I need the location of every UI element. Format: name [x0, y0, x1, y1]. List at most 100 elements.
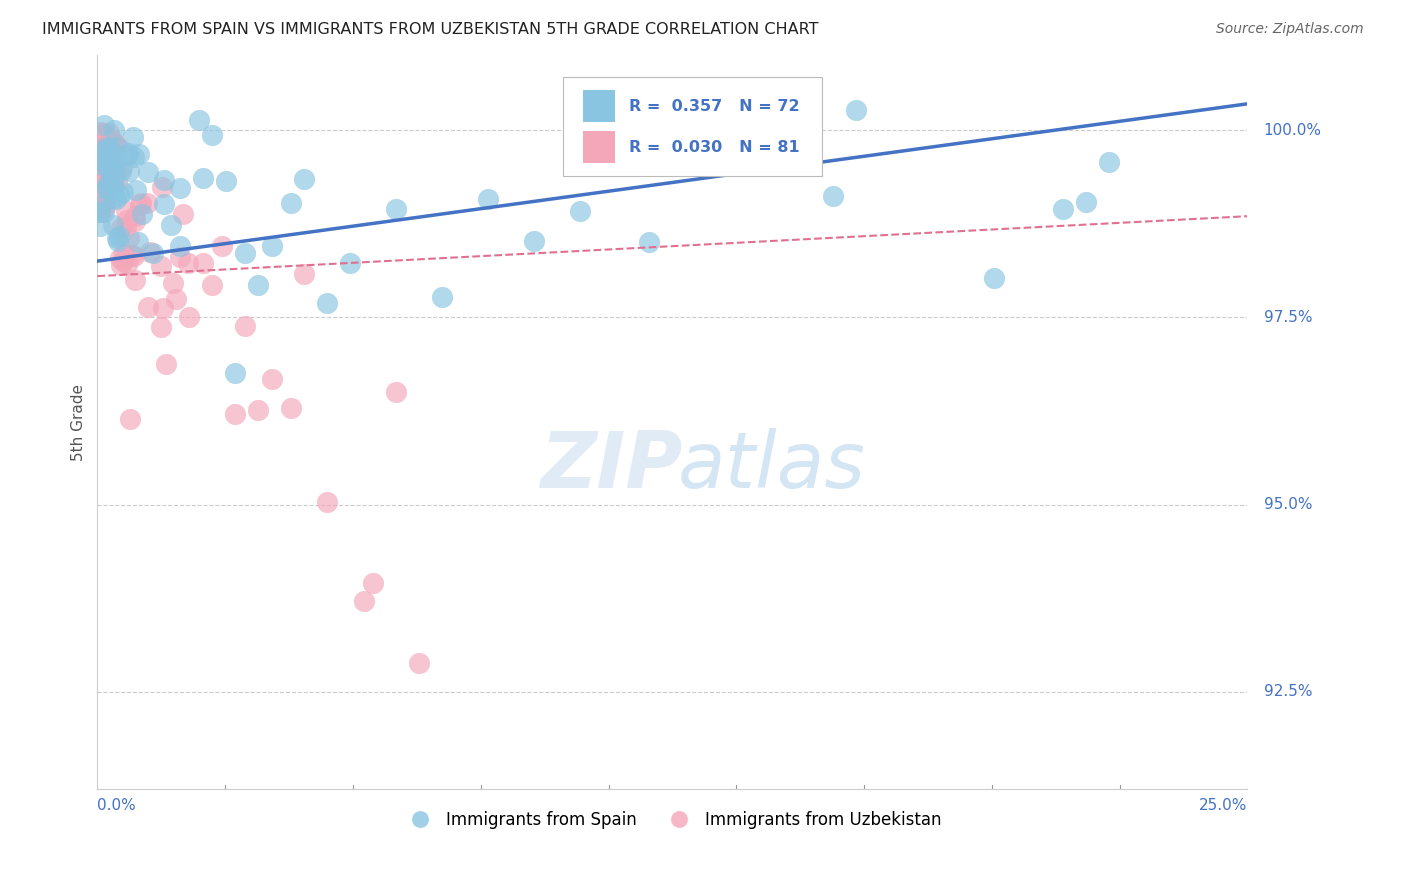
Point [155, 357, 177, 371]
Legend: Immigrants from Spain, Immigrants from Uzbekistan: Immigrants from Spain, Immigrants from U… [396, 805, 949, 836]
Point [191, 256, 214, 270]
Text: 0.0%: 0.0% [97, 798, 136, 814]
Point [233, 245, 256, 260]
Point [103, 181, 125, 195]
Point [247, 277, 270, 292]
Point [149, 320, 172, 334]
Point [224, 367, 246, 381]
Point [105, 231, 128, 245]
Point [103, 162, 125, 177]
Bar [582, 90, 614, 122]
Point [983, 271, 1005, 285]
Point [104, 136, 127, 151]
Point [569, 204, 592, 219]
Point [93, 196, 115, 211]
Point [89, 219, 111, 233]
Point [94, 200, 117, 214]
Point [179, 310, 201, 325]
Point [89, 204, 111, 219]
Point [124, 213, 146, 227]
Point [115, 212, 138, 227]
Text: R =  0.357   N = 72: R = 0.357 N = 72 [628, 99, 800, 114]
Point [89, 198, 111, 212]
Point [169, 239, 191, 253]
Point [138, 245, 160, 260]
Point [89, 146, 111, 161]
Text: atlas: atlas [678, 428, 866, 504]
Point [845, 103, 868, 117]
Point [89, 139, 111, 153]
Text: Source: ZipAtlas.com: Source: ZipAtlas.com [1216, 22, 1364, 37]
FancyBboxPatch shape [564, 78, 823, 177]
Point [122, 150, 145, 164]
Point [117, 146, 139, 161]
Point [215, 174, 238, 188]
Point [103, 219, 125, 233]
Point [353, 594, 375, 608]
Point [160, 218, 183, 232]
Point [103, 191, 125, 205]
Point [131, 195, 153, 210]
Point [152, 301, 174, 315]
Point [98, 140, 121, 154]
Point [124, 209, 146, 223]
Bar [582, 131, 614, 163]
Point [107, 234, 129, 248]
Point [262, 239, 284, 253]
Text: 92.5%: 92.5% [1264, 684, 1312, 699]
Y-axis label: 5th Grade: 5th Grade [72, 384, 86, 460]
Point [128, 198, 150, 212]
Point [224, 408, 246, 422]
Point [172, 207, 194, 221]
Point [112, 246, 135, 260]
Point [162, 276, 184, 290]
Point [124, 273, 146, 287]
Point [127, 235, 149, 249]
Text: IMMIGRANTS FROM SPAIN VS IMMIGRANTS FROM UZBEKISTAN 5TH GRADE CORRELATION CHART: IMMIGRANTS FROM SPAIN VS IMMIGRANTS FROM… [42, 22, 818, 37]
Point [408, 656, 430, 670]
Point [385, 385, 408, 400]
Point [93, 127, 115, 141]
Point [432, 290, 454, 304]
Point [89, 179, 111, 194]
Point [89, 126, 111, 140]
Point [96, 172, 118, 186]
Point [128, 146, 150, 161]
Point [96, 180, 118, 194]
Point [152, 196, 174, 211]
Point [107, 229, 129, 244]
Point [89, 205, 111, 219]
Point [169, 250, 191, 264]
Point [142, 245, 165, 260]
Point [89, 153, 111, 167]
Point [115, 204, 138, 219]
Point [101, 134, 124, 148]
Point [96, 175, 118, 189]
Point [93, 204, 115, 219]
Point [110, 251, 132, 265]
Point [96, 181, 118, 195]
Point [90, 166, 112, 180]
Point [136, 300, 159, 314]
Point [107, 175, 129, 189]
Point [638, 235, 661, 249]
Point [94, 169, 117, 183]
Point [280, 401, 302, 416]
Point [385, 202, 408, 217]
Point [115, 219, 138, 233]
Point [169, 181, 191, 195]
Point [89, 168, 111, 182]
Point [122, 249, 145, 263]
Point [110, 221, 132, 235]
Point [89, 172, 111, 186]
Point [262, 372, 284, 386]
Point [94, 140, 117, 154]
Point [149, 259, 172, 273]
Point [187, 112, 209, 127]
Point [97, 160, 120, 174]
Point [98, 150, 121, 164]
Point [104, 154, 127, 169]
Text: 95.0%: 95.0% [1264, 497, 1312, 512]
Point [1098, 155, 1121, 169]
Point [118, 412, 141, 426]
